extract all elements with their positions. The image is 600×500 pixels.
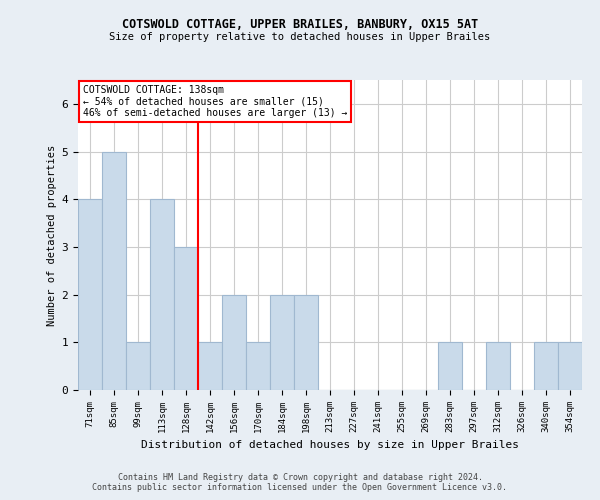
Bar bbox=[534, 342, 558, 390]
Text: Size of property relative to detached houses in Upper Brailes: Size of property relative to detached ho… bbox=[109, 32, 491, 42]
Y-axis label: Number of detached properties: Number of detached properties bbox=[47, 144, 58, 326]
Bar bbox=[126, 342, 150, 390]
X-axis label: Distribution of detached houses by size in Upper Brailes: Distribution of detached houses by size … bbox=[141, 440, 519, 450]
Text: COTSWOLD COTTAGE, UPPER BRAILES, BANBURY, OX15 5AT: COTSWOLD COTTAGE, UPPER BRAILES, BANBURY… bbox=[122, 18, 478, 30]
Text: COTSWOLD COTTAGE: 138sqm
← 54% of detached houses are smaller (15)
46% of semi-d: COTSWOLD COTTAGE: 138sqm ← 54% of detach… bbox=[83, 84, 347, 118]
Bar bbox=[174, 247, 198, 390]
Bar bbox=[270, 294, 294, 390]
Bar bbox=[558, 342, 582, 390]
Text: Contains public sector information licensed under the Open Government Licence v3: Contains public sector information licen… bbox=[92, 482, 508, 492]
Bar bbox=[438, 342, 462, 390]
Bar bbox=[294, 294, 318, 390]
Bar bbox=[222, 294, 246, 390]
Bar bbox=[246, 342, 270, 390]
Bar bbox=[78, 199, 102, 390]
Bar bbox=[150, 199, 174, 390]
Text: Contains HM Land Registry data © Crown copyright and database right 2024.: Contains HM Land Registry data © Crown c… bbox=[118, 472, 482, 482]
Bar bbox=[198, 342, 222, 390]
Bar bbox=[102, 152, 126, 390]
Bar bbox=[486, 342, 510, 390]
